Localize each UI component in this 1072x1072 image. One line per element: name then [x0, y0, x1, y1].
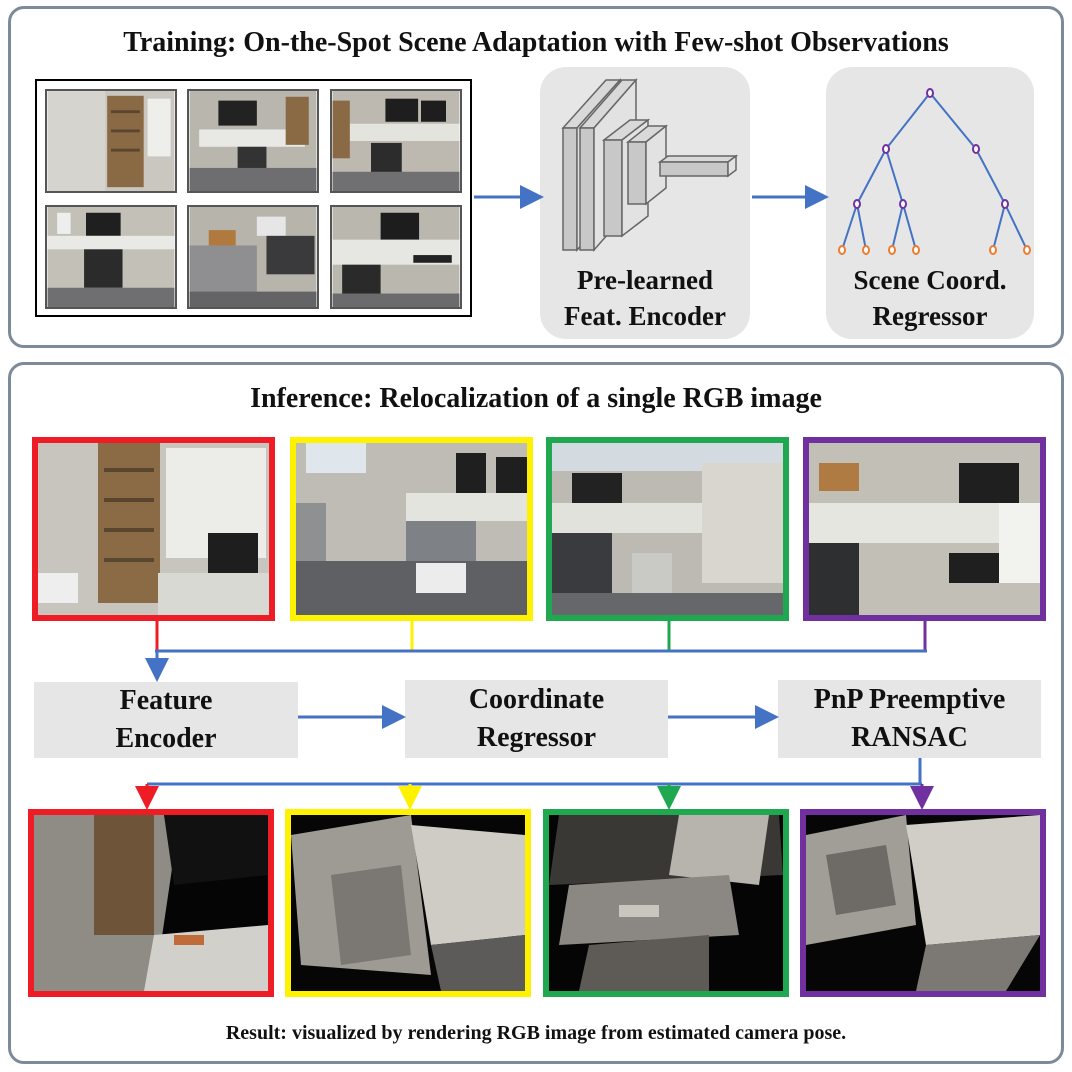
scene-coord-regressor-label: Scene Coord. Regressor	[853, 265, 1007, 331]
training-image-1	[45, 89, 177, 193]
coordinate-regressor-box: Coordinate Regressor	[405, 680, 668, 758]
query-image-yellow	[290, 437, 533, 621]
inference-title: Inference: Relocalization of a single RG…	[250, 383, 822, 414]
pre-learned-encoder-label: Pre-learned Feat. Encoder	[564, 265, 726, 331]
pnp-ransac-box: PnP Preemptive RANSAC	[778, 680, 1041, 758]
query-image-purple	[803, 437, 1046, 621]
training-image-4	[45, 205, 177, 309]
tree-nodes	[838, 88, 1031, 255]
result-caption: Result: visualized by rendering RGB imag…	[225, 1022, 847, 1044]
query-image-green	[546, 437, 789, 621]
rendered-image-yellow	[285, 809, 531, 997]
training-image-grid	[35, 79, 472, 317]
feature-encoder-box: Feature Encoder	[34, 682, 298, 758]
training-image-2	[187, 89, 319, 193]
training-title: Training: On-the-Spot Scene Adaptation w…	[123, 27, 949, 58]
training-image-5	[187, 205, 319, 309]
query-image-red	[32, 437, 275, 621]
regression-tree-icon	[841, 92, 1028, 251]
training-image-3	[330, 89, 462, 193]
rendered-image-green	[543, 809, 789, 997]
cnn-encoder-icon	[561, 78, 739, 252]
rendered-image-purple	[800, 809, 1046, 997]
rendered-image-red	[28, 809, 274, 997]
training-image-6	[330, 205, 462, 309]
